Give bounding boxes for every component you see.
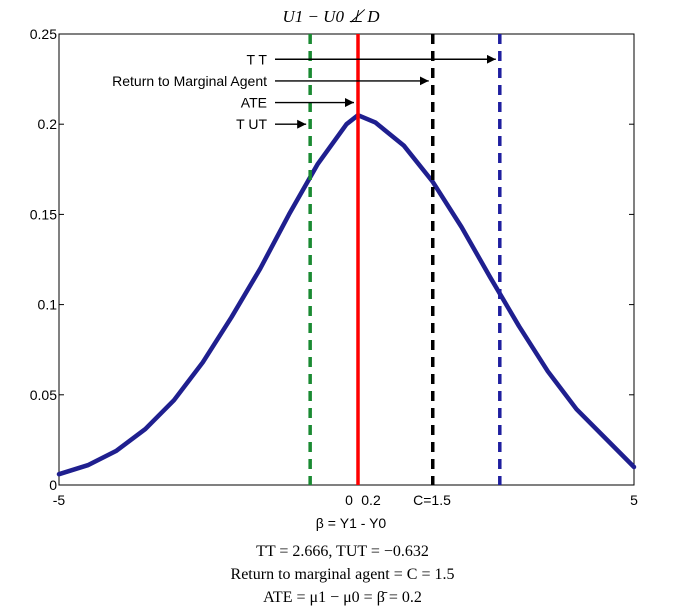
- x-tick-label: -5: [53, 492, 66, 508]
- plot-area: 0 0.05 0.1 0.15 0.2 0.25 -5 5 T T Return to Margi…: [30, 7, 638, 531]
- caption-marginal-agent: Return to marginal agent = C = 1.5: [230, 566, 455, 583]
- x-annotation-c: C=1.5: [413, 492, 451, 508]
- y-tick-label: 0.2: [38, 116, 58, 132]
- density-curve: [56, 112, 637, 477]
- x-axis-label: β = Y1 - Y0: [316, 515, 387, 531]
- caption-ate: ATE = μ1 − μ0 = β̄ = 0.2: [263, 589, 422, 606]
- x-tick-label: 5: [630, 492, 638, 508]
- chart-title: U1 − U0 ⊥̸ D: [282, 7, 380, 26]
- annotation-label: T T: [247, 51, 268, 67]
- x-annotation-zero: 0: [345, 492, 353, 508]
- annotation-label: ATE: [241, 95, 267, 111]
- caption-tt-tut: TT = 2.666, TUT = −0.632: [256, 543, 429, 560]
- y-tick-label: 0: [49, 477, 57, 493]
- y-tick-label: 0.05: [30, 387, 57, 403]
- annotation-label: T UT: [236, 116, 267, 132]
- y-tick-label: 0.1: [38, 297, 58, 313]
- y-tick-label: 0.15: [30, 206, 57, 222]
- y-tick-label: 0.25: [30, 26, 57, 42]
- axes-box: [58, 33, 635, 486]
- annotation-label: Return to Marginal Agent: [112, 73, 267, 89]
- x-annotation-ate: 0.2: [361, 492, 381, 508]
